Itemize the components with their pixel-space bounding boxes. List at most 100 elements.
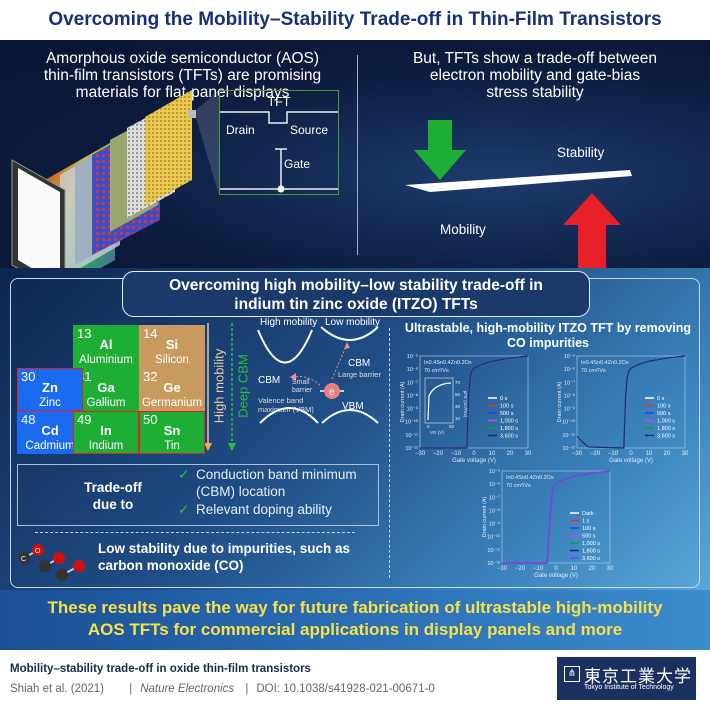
small-barrier-label: Small — [292, 379, 310, 386]
element-aluminium: 13 Al Aluminium — [73, 325, 139, 368]
element-name: Indium — [88, 440, 124, 452]
conclusion-line: These results pave the way for future fa… — [47, 598, 663, 617]
cbm-label: CBM — [348, 358, 370, 369]
charts-title: Ultrastable, high-mobility ITZO TFT by r… — [404, 321, 692, 335]
conclusion-banner: These results pave the way for future fa… — [0, 590, 710, 650]
transfer-chart-1: 10⁻¹² 10⁻¹¹ 10⁻¹⁰ 10⁻⁹ 10⁻⁸ 10⁻⁷ 10⁻⁶ 10⁻⁵ −30 −2… — [400, 353, 532, 464]
checkmark-icon: ✓ — [178, 502, 190, 517]
y-tick-label: 10⁻⁹ — [489, 521, 500, 528]
transfer-chart-3: 10⁻¹² 10⁻¹¹ 10⁻¹⁰ 10⁻⁹ 10⁻⁸ 10⁻⁷ 10⁻⁶ 10⁻⁵ −30 −2… — [482, 468, 614, 579]
text-line: materials for flat-panel displays — [75, 84, 290, 101]
plot-frame — [419, 355, 529, 449]
inset-curve — [427, 382, 452, 421]
x-tick-label: −10 — [533, 566, 544, 572]
element-gallium: 31 Ga Gallium — [73, 368, 139, 411]
mobility-label: 70 cm²/Vs — [424, 368, 449, 374]
y-tick-label: 10⁻⁹ — [407, 406, 418, 413]
element-symbol: Si — [165, 337, 179, 352]
inset-y-tick: 30 — [455, 404, 461, 409]
element-symbol: Ga — [97, 380, 115, 395]
atomic-number: 14 — [143, 326, 158, 341]
series-line — [576, 355, 686, 449]
element-name: Tin — [164, 440, 180, 452]
vbm-curve — [259, 407, 319, 424]
x-tick-label: −30 — [572, 451, 583, 457]
legend-label: 1,800 s — [657, 426, 675, 432]
large-barrier-label: Large barrier — [338, 370, 381, 379]
doi-link[interactable]: DOI: 10.1038/s41928-021-00671-0 — [256, 683, 435, 695]
inset-y-tick: 10 — [455, 416, 461, 421]
y-axis-label: Drain current (A) — [400, 382, 406, 423]
y-tick-label: 10⁻⁸ — [407, 392, 418, 399]
deep-cbm-label: Deep CBM — [235, 354, 251, 418]
down-arrow-icon — [414, 120, 466, 180]
y-tick-label: 10⁻¹² — [562, 446, 575, 452]
low-mobility-band-label: Low mobility — [325, 317, 380, 328]
page-title: Overcoming the Mobility–Stability Trade-… — [0, 0, 710, 40]
logo-emblem-icon: ⋔ — [564, 666, 580, 682]
inset-x-tick: 0 — [427, 424, 430, 429]
x-tick-label: −20 — [590, 451, 601, 457]
transfer-chart-2: 10⁻¹² 10⁻¹¹ 10⁻¹⁰ 10⁻⁹ 10⁻⁸ 10⁻⁷ 10⁻⁶ 10⁻⁵ −30 −2… — [557, 353, 689, 464]
x-tick-label: 10 — [489, 451, 496, 457]
element-symbol: In — [100, 423, 112, 438]
co-molecules-icon: CO — [18, 544, 85, 581]
tft-label: TFT — [267, 95, 291, 109]
section-header: Overcoming high mobility–low stability t… — [122, 271, 590, 317]
band-diagram: e High mobility Low mobility CBM CBM Sma… — [257, 317, 381, 424]
x-axis-label: Gate voltage (V) — [609, 458, 653, 464]
element-symbol: Zn — [42, 380, 58, 395]
tradeoff-seesaw — [405, 120, 632, 268]
vertical-divider — [389, 328, 390, 578]
element-tin: 50 Sn Tin — [139, 411, 205, 454]
y-tick-label: 10⁻⁵ — [564, 353, 575, 360]
y-tick-label: 10⁻¹⁰ — [405, 419, 419, 426]
legend-label: 1,000 s — [582, 541, 600, 547]
legend-label: 100 s — [657, 404, 671, 410]
element-symbol: Cd — [41, 423, 59, 438]
inset-y-tick: 50 — [455, 392, 461, 397]
element-symbol: Ge — [163, 380, 181, 395]
y-tick-label: 10⁻⁶ — [489, 481, 500, 488]
y-tick-label: 10⁻⁷ — [489, 494, 500, 501]
electron-icon — [324, 383, 340, 399]
element-name: Gallium — [86, 397, 126, 409]
stability-label: Stability — [557, 145, 605, 160]
logo-english: Tokyo Institute of Technology — [584, 684, 674, 691]
vbm-curve — [321, 409, 379, 424]
cbm-curve-high — [257, 329, 313, 364]
y-tick-label: 10⁻¹² — [405, 446, 418, 452]
gate-label: Gate — [284, 157, 311, 171]
vbm-description: Valence band — [258, 396, 303, 405]
series-line — [502, 470, 611, 564]
atomic-number: 32 — [143, 369, 158, 384]
y-tick-label: 10⁻⁸ — [564, 392, 575, 399]
inset-y-tick: 70 — [455, 380, 461, 385]
source-label: Source — [290, 123, 329, 137]
legend-label: 100 s — [500, 404, 514, 410]
intro-text: Amorphous oxide semiconductor (AOS) thin… — [10, 50, 355, 101]
x-tick-label: 0 — [554, 566, 558, 572]
legend-label: 500 s — [657, 411, 671, 417]
atomic-number: 13 — [77, 326, 92, 341]
electron-label: e — [329, 387, 335, 398]
divider — [357, 55, 358, 255]
y-tick-label: 10⁻¹¹ — [562, 433, 575, 439]
x-tick-label: 20 — [589, 566, 596, 572]
footer: Mobility–stability trade-off in oxide th… — [0, 650, 710, 710]
reason-text: Conduction band minimum — [196, 467, 357, 482]
y-axis-label: Drain current (A) — [557, 382, 563, 423]
x-tick-label: −20 — [515, 566, 526, 572]
small-barrier-label: barrier — [292, 387, 313, 394]
y-tick-label: 10⁻¹¹ — [405, 433, 418, 439]
element-cadmium: 48 Cd Cadmium — [17, 411, 83, 454]
tradeoff-label: Trade-off — [84, 480, 142, 495]
arrow-down-icon — [204, 443, 212, 451]
header-line: indium tin zinc oxide (ITZO) TFTs — [234, 296, 478, 313]
tradeoff-label: due to — [92, 497, 134, 512]
tft-circuit — [220, 111, 338, 193]
x-tick-label: 20 — [507, 451, 514, 457]
legend-label: 1,000 s — [657, 419, 675, 425]
tft-highlight — [188, 110, 196, 118]
tablet-screen — [18, 168, 60, 268]
